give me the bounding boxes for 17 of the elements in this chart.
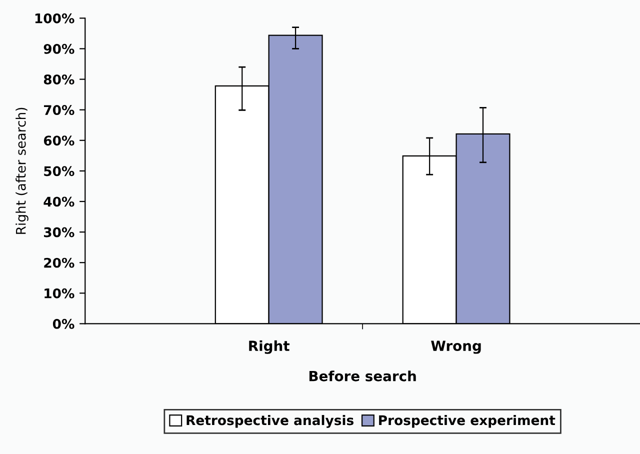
legend-label: Prospective experiment: [379, 415, 556, 428]
y-tick-label: 10%: [44, 288, 74, 298]
y-tick-label: 30%: [44, 227, 74, 238]
x-tick-label: Wrong: [431, 340, 481, 354]
x-axis-title: Before search: [309, 370, 416, 382]
x-tick-label: Right: [249, 340, 290, 354]
y-tick-label: 40%: [44, 196, 74, 207]
y-tick-label: 100%: [35, 13, 74, 24]
y-axis-title: Right (after search): [16, 108, 28, 234]
y-tick-label: 60%: [44, 136, 74, 146]
y-tick-label: 0%: [52, 318, 74, 329]
y-tick-label: 50%: [44, 166, 74, 176]
legend-label: Retrospective analysis: [186, 415, 354, 428]
y-tick-label: 90%: [44, 44, 74, 54]
y-tick-label: 70%: [44, 105, 74, 116]
y-tick-label: 20%: [44, 258, 74, 268]
y-tick-label: 80%: [44, 74, 74, 84]
